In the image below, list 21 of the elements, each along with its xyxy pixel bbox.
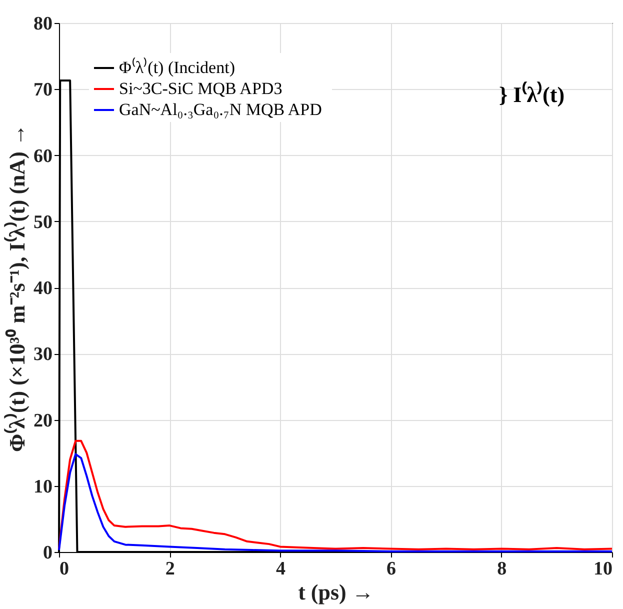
legend-label: Si~3C-SiC MQB APD3 bbox=[119, 79, 282, 98]
y-tick-label: 30 bbox=[34, 344, 52, 366]
x-tick-label: 4 bbox=[276, 558, 286, 580]
x-tick-label: 0 bbox=[60, 558, 69, 580]
x-tick-label: 6 bbox=[386, 558, 396, 580]
y-tick-label: 80 bbox=[34, 14, 52, 34]
x-axis-title: t (ps) → bbox=[298, 580, 374, 604]
legend-label: Φ⁽λ⁾(t) (Incident) bbox=[119, 57, 235, 77]
y-tick-label: 50 bbox=[34, 212, 52, 233]
y-tick-label: 0 bbox=[43, 542, 52, 564]
y-tick-label: 70 bbox=[34, 80, 52, 101]
y-axis-title: Φ⁽λ⁾(t) (×10³⁰ m⁻²s⁻¹), I⁽λ⁾(t) (nA) → bbox=[4, 124, 30, 452]
y-tick-label: 10 bbox=[34, 476, 52, 498]
x-tick-label: 10 bbox=[594, 558, 612, 580]
y-tick-label: 60 bbox=[34, 146, 52, 167]
legend-label: GaN~Al₀.₃Ga₀.₇N MQB APD bbox=[119, 100, 322, 119]
y-tick-label: 40 bbox=[34, 278, 52, 299]
x-tick-label: 2 bbox=[165, 558, 175, 580]
annotation: } I⁽λ⁾(t) bbox=[499, 81, 565, 107]
x-tick-label: 8 bbox=[497, 558, 507, 580]
y-tick-label: 20 bbox=[34, 410, 52, 432]
